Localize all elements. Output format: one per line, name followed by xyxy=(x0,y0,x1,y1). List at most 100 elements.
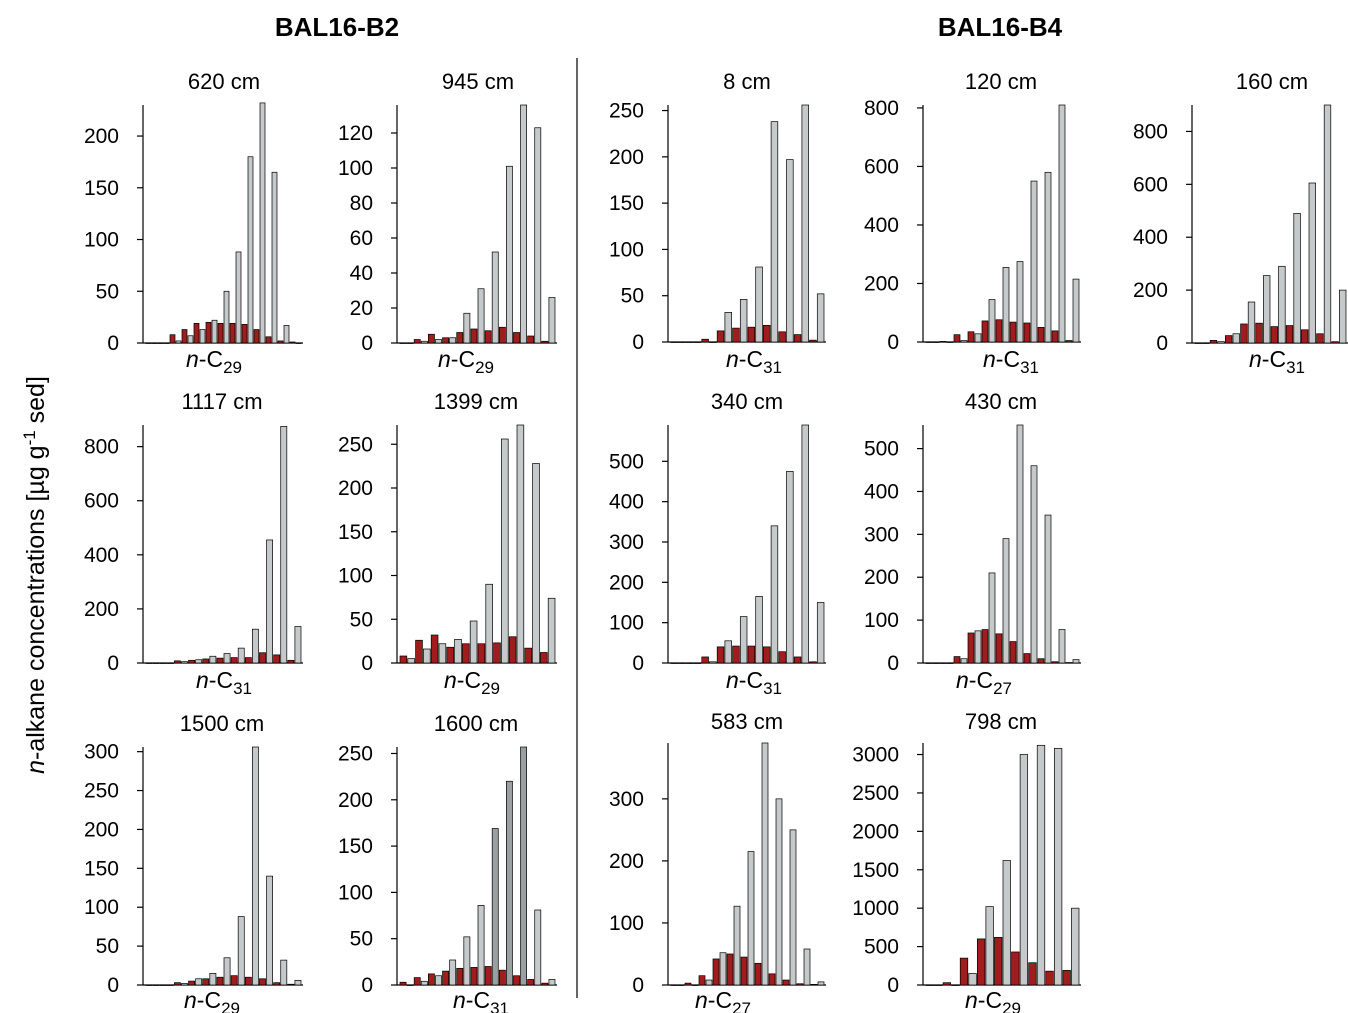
bar-odd xyxy=(786,471,794,664)
y-tick-label: 200 xyxy=(609,850,644,873)
bar-even xyxy=(273,654,281,664)
chart-panel: 430 cm 0 100 200 300 400 500 n-C27 xyxy=(864,389,1081,698)
bar-odd xyxy=(175,340,182,344)
bar-even xyxy=(1331,341,1339,344)
bar-odd xyxy=(406,984,414,986)
bar-even xyxy=(446,646,454,664)
bar-odd xyxy=(520,104,527,344)
bar-even xyxy=(995,633,1003,664)
bar-odd xyxy=(932,341,940,343)
chart-panel: 1117 cm 0 200 400 600 800 n-C31 xyxy=(84,389,303,698)
bar-odd xyxy=(761,742,769,986)
bar-odd xyxy=(252,746,259,986)
bar-even xyxy=(1051,330,1059,343)
y-tick-label: 200 xyxy=(338,477,373,500)
bar-even xyxy=(981,320,989,343)
bar-odd xyxy=(988,572,996,664)
bar-even xyxy=(1285,325,1294,344)
y-tick-label: 150 xyxy=(338,521,373,544)
bar-even xyxy=(169,334,176,344)
y-tick-label: 200 xyxy=(609,571,644,594)
bar-even xyxy=(686,341,694,343)
bar-even xyxy=(953,334,961,343)
bar-even xyxy=(442,337,449,344)
bar-even xyxy=(701,338,709,343)
bar-even xyxy=(181,329,188,344)
panel-title: 120 cm xyxy=(965,69,1037,94)
bar-odd xyxy=(181,661,188,664)
y-tick-label: 50 xyxy=(350,608,373,631)
y-tick-label: 100 xyxy=(84,896,119,919)
bar-odd xyxy=(1016,424,1024,664)
bar-even xyxy=(259,978,266,986)
bar-odd xyxy=(816,602,825,664)
bar-even xyxy=(174,982,181,986)
bar-odd xyxy=(1002,538,1010,664)
y-tick-label: 200 xyxy=(84,818,119,841)
y-tick-label: 400 xyxy=(864,480,899,503)
bar-odd xyxy=(295,342,302,344)
bar-odd xyxy=(1044,514,1052,664)
bar-odd xyxy=(789,829,797,986)
chain-marker-label: n-C27 xyxy=(956,667,1012,698)
y-tick-label: 250 xyxy=(338,742,373,765)
bar-odd xyxy=(294,626,302,664)
y-tick-label: 200 xyxy=(609,146,644,169)
bar-odd xyxy=(506,165,513,344)
bar-even xyxy=(768,973,776,986)
bar-odd xyxy=(786,159,794,343)
chain-marker-label: n-C31 xyxy=(726,667,782,698)
bar-odd xyxy=(719,952,727,986)
bar-even xyxy=(1028,962,1037,986)
bar-odd xyxy=(724,640,732,664)
bar-odd xyxy=(1072,278,1080,343)
bar-odd xyxy=(187,335,194,344)
chart-panel: 340 cm 0 100 200 300 400 500 n-C31 xyxy=(609,389,826,698)
bar-odd xyxy=(152,984,160,986)
bar-even xyxy=(415,639,423,664)
y-tick-label: 0 xyxy=(361,974,373,997)
bar-even xyxy=(188,980,195,986)
bar-even xyxy=(939,341,947,343)
y-tick-label: 50 xyxy=(350,928,373,951)
bar-even xyxy=(456,967,464,986)
bar-odd xyxy=(770,525,779,664)
bar-even xyxy=(810,984,818,986)
chart-panel: 8 cm 0 50 100 150 200 250 n-C31 xyxy=(609,69,826,377)
panel-title: 620 cm xyxy=(188,69,260,94)
bar-odd xyxy=(477,905,485,986)
chain-marker-label: n-C31 xyxy=(196,667,252,698)
bar-even xyxy=(230,657,238,664)
bar-even xyxy=(684,982,692,986)
bar-even xyxy=(527,979,535,986)
bar-even xyxy=(670,984,678,986)
bar-even xyxy=(995,319,1003,343)
bar-odd xyxy=(1030,180,1038,343)
panel-title: 798 cm xyxy=(965,709,1037,734)
bar-even xyxy=(484,966,492,986)
bar-even xyxy=(145,342,152,344)
bar-even xyxy=(399,981,407,986)
y-tick-label: 2500 xyxy=(852,782,899,805)
y-tick-label: 300 xyxy=(84,741,119,764)
bar-even xyxy=(541,982,549,986)
bar-even xyxy=(1065,340,1073,343)
bar-odd xyxy=(534,127,542,344)
bar-even xyxy=(1011,951,1020,986)
bar-odd xyxy=(733,905,741,986)
bar-odd xyxy=(532,463,540,664)
bar-even xyxy=(1023,322,1031,343)
bar-even xyxy=(925,662,933,664)
bar-odd xyxy=(407,658,415,664)
chain-marker-label: n-C29 xyxy=(438,346,494,377)
bar-odd xyxy=(988,299,996,343)
bar-even xyxy=(244,976,252,986)
bar-odd xyxy=(705,979,713,986)
bar-even xyxy=(1037,658,1045,664)
bar-even xyxy=(1009,641,1017,664)
bar-odd xyxy=(1016,261,1024,343)
bar-even xyxy=(747,326,756,343)
bar-odd xyxy=(548,297,556,344)
chain-marker-label: n-C29 xyxy=(184,987,240,1013)
bar-even xyxy=(413,339,421,344)
